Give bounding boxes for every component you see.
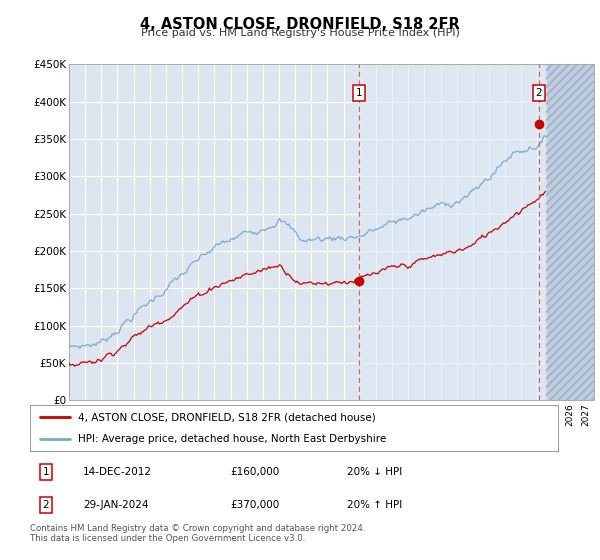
Bar xyxy=(545,64,594,400)
Text: 20% ↑ HPI: 20% ↑ HPI xyxy=(347,500,402,510)
Text: HPI: Average price, detached house, North East Derbyshire: HPI: Average price, detached house, Nort… xyxy=(77,435,386,444)
Text: 2: 2 xyxy=(43,500,49,510)
Text: Price paid vs. HM Land Registry's House Price Index (HPI): Price paid vs. HM Land Registry's House … xyxy=(140,28,460,38)
Text: 1: 1 xyxy=(43,467,49,477)
Text: 4, ASTON CLOSE, DRONFIELD, S18 2FR (detached house): 4, ASTON CLOSE, DRONFIELD, S18 2FR (deta… xyxy=(77,412,375,422)
Text: 4, ASTON CLOSE, DRONFIELD, S18 2FR: 4, ASTON CLOSE, DRONFIELD, S18 2FR xyxy=(140,17,460,32)
Text: £160,000: £160,000 xyxy=(230,467,280,477)
Text: Contains HM Land Registry data © Crown copyright and database right 2024.
This d: Contains HM Land Registry data © Crown c… xyxy=(30,524,365,543)
Bar xyxy=(545,64,594,400)
Text: 14-DEC-2012: 14-DEC-2012 xyxy=(83,467,152,477)
Bar xyxy=(359,64,545,400)
Text: £370,000: £370,000 xyxy=(230,500,280,510)
Text: 20% ↓ HPI: 20% ↓ HPI xyxy=(347,467,402,477)
Text: 1: 1 xyxy=(356,88,362,98)
Text: 2: 2 xyxy=(535,88,542,98)
Text: 29-JAN-2024: 29-JAN-2024 xyxy=(83,500,148,510)
